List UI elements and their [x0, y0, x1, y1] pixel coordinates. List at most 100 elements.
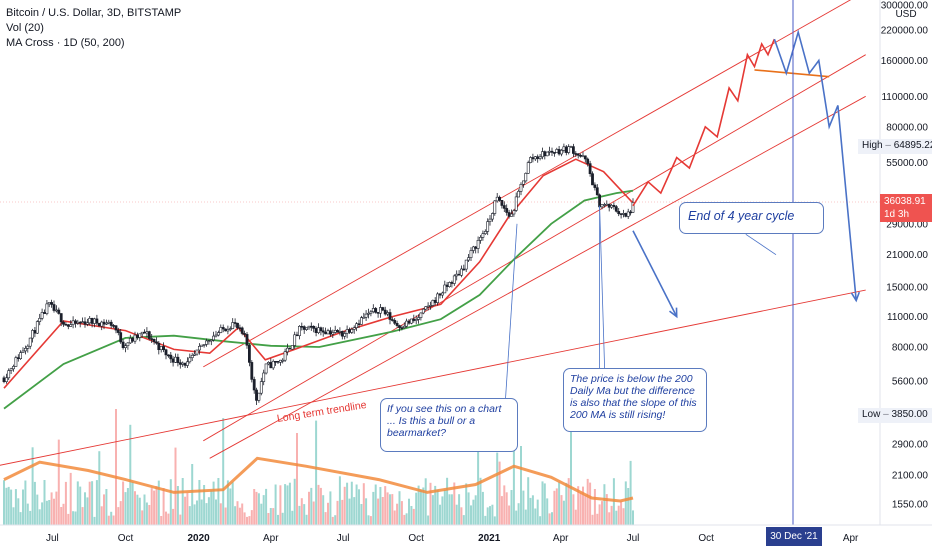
- lower-channel[interactable]: [209, 95, 866, 459]
- volume-bar: [551, 512, 553, 525]
- bearish-projection-path[interactable]: [773, 29, 857, 301]
- volume-bar: [308, 491, 310, 525]
- candle-body: [340, 331, 344, 337]
- volume-bar: [360, 504, 363, 525]
- volume-bar: [424, 478, 427, 525]
- volume-bar: [520, 446, 522, 525]
- candle-body: [555, 149, 559, 153]
- candle-body: [131, 337, 135, 342]
- volume-bar: [207, 497, 210, 525]
- volume-bar: [508, 505, 511, 525]
- volume-bar: [455, 504, 458, 525]
- volume-bar: [341, 499, 344, 525]
- candle-body: [445, 284, 449, 287]
- volume-bar: [477, 428, 480, 525]
- candle-body: [526, 162, 530, 174]
- volume-bar: [148, 505, 151, 525]
- volume-bar: [255, 491, 258, 525]
- candle-body: [521, 180, 525, 185]
- volume-bar: [26, 503, 29, 525]
- candle-body: [333, 329, 337, 333]
- candle-body: [126, 342, 130, 346]
- volume-bar: [472, 499, 475, 525]
- volume-bar: [234, 506, 237, 525]
- volume-bar: [181, 478, 184, 525]
- candle-body: [538, 156, 542, 159]
- candle-body: [431, 299, 435, 306]
- upper-channel[interactable]: [203, 0, 865, 368]
- candle-body: [145, 331, 149, 334]
- candle-body: [579, 155, 583, 157]
- ma200-callout[interactable]: The price is below the 200 Daily Ma but …: [563, 368, 707, 432]
- volume-bar: [191, 464, 194, 525]
- candle-body: [86, 322, 89, 325]
- candle-body: [419, 312, 423, 318]
- volume-bar: [577, 486, 580, 525]
- volume-bar: [126, 488, 129, 525]
- high-value: 64895.22: [893, 140, 932, 151]
- volume-bar: [596, 513, 599, 525]
- price-tick-label: 11000.00: [887, 312, 928, 323]
- long-term-trendline[interactable]: [0, 289, 866, 466]
- candle-body: [479, 237, 482, 241]
- candle-body: [483, 231, 487, 234]
- volume-bar: [558, 482, 561, 525]
- candle-body: [407, 320, 411, 324]
- chart-legend: Bitcoin / U.S. Dollar, 3D, BITSTAMP Vol …: [6, 6, 181, 51]
- candle-body: [591, 173, 594, 186]
- candle-body: [2, 377, 6, 382]
- middle-channel[interactable]: [203, 54, 866, 442]
- volume-indicator-label[interactable]: Vol (20): [6, 22, 44, 34]
- bull-bear-callout[interactable]: If you see this on a chart ... Is this a…: [380, 398, 518, 452]
- volume-bar: [510, 490, 513, 525]
- candle-body: [233, 322, 237, 324]
- candle-body: [116, 329, 120, 333]
- candle-body: [524, 173, 528, 182]
- candle-body: [164, 349, 168, 356]
- time-tick-label: Apr: [263, 533, 279, 544]
- orange-support[interactable]: [754, 69, 830, 78]
- volume-bar: [393, 510, 396, 525]
- candle-countdown: 1d 3h: [884, 209, 910, 220]
- candle-body: [448, 282, 451, 287]
- ma-cross-indicator-label[interactable]: MA Cross · 1D (50, 200): [6, 37, 125, 49]
- candle-body: [290, 345, 294, 350]
- candle-body: [205, 340, 208, 345]
- symbol-title[interactable]: Bitcoin / U.S. Dollar, 3D, BITSTAMP: [6, 7, 182, 19]
- candle-body: [262, 372, 266, 382]
- volume-bar: [546, 498, 549, 525]
- arrow-projection-down: [632, 230, 678, 317]
- price-axis-panel[interactable]: [880, 0, 932, 525]
- candle-body: [62, 321, 65, 325]
- candle-body: [309, 325, 313, 328]
- candle-body: [583, 155, 587, 160]
- volume-bar: [543, 483, 546, 525]
- volume-bar: [346, 482, 349, 525]
- volume-bar: [205, 503, 208, 525]
- volume-bar: [434, 485, 437, 525]
- cycle-callout[interactable]: End of 4 year cycle: [679, 202, 824, 234]
- candle-body: [467, 257, 471, 261]
- candle-body: [452, 275, 456, 284]
- volume-bar: [212, 481, 215, 525]
- volume-bar: [441, 496, 444, 525]
- candle-body: [74, 320, 77, 324]
- candle-body: [617, 211, 621, 214]
- volume-bar: [315, 420, 318, 525]
- volume-bar: [36, 494, 39, 525]
- candle-body: [531, 157, 535, 160]
- arrow-bull-bear: [503, 223, 518, 418]
- candle-body: [198, 345, 201, 351]
- volume-bar: [562, 500, 565, 525]
- volume-bar: [38, 509, 41, 525]
- volume-bar: [467, 492, 470, 525]
- bullish-projection-path[interactable]: [632, 38, 776, 207]
- candle-body: [624, 213, 628, 217]
- volume-bar: [350, 481, 353, 525]
- candle-body: [417, 317, 421, 320]
- volume-bar: [358, 489, 360, 525]
- candle-body: [398, 325, 401, 328]
- volume-bar: [169, 479, 172, 525]
- volume-bar: [453, 482, 456, 525]
